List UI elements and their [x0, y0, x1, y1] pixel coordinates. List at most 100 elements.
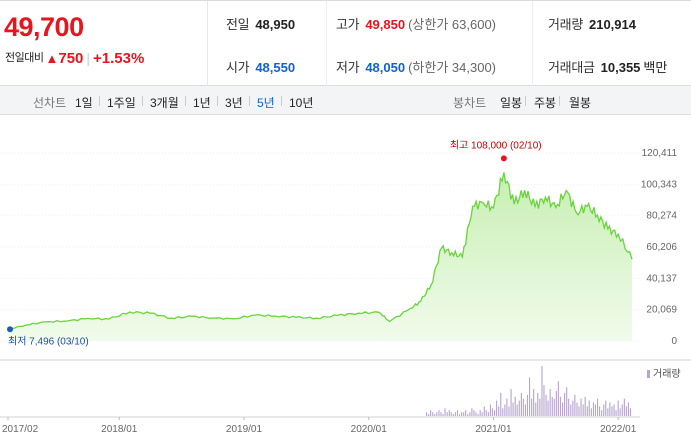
volume-bar [506, 398, 508, 416]
volume-bar [516, 404, 518, 416]
volume-bar [454, 412, 456, 416]
price-chart: 120,411100,34380,27460,20640,13720,0690 … [0, 139, 691, 435]
period-5y-button[interactable]: 5년 [257, 96, 275, 110]
stat-high: 고가 49,850 (상한가 63,600) [336, 14, 496, 33]
toolbar-divider [99, 96, 100, 106]
max-point-marker [500, 155, 507, 162]
volume-bar [500, 392, 502, 416]
current-price-box: 49,700 전일대비 ▲750 | +1.53% [0, 1, 208, 87]
min-point-marker [7, 326, 13, 333]
stat-open: 시가 48,550 [226, 57, 295, 76]
volume-bar [555, 391, 557, 416]
volume-bar [469, 412, 471, 416]
volume-bar [512, 402, 514, 416]
stat-label: 고가 [336, 17, 360, 32]
volume-bar [570, 404, 572, 416]
volume-bar [539, 398, 541, 416]
volume-bar [524, 404, 527, 416]
volume-bar [599, 406, 601, 416]
stat-trade-amount: 거래대금 10,355 백만 [548, 57, 667, 76]
volume-legend-swatch [647, 370, 650, 378]
period-1y-button[interactable]: 1년 [193, 96, 211, 110]
y-tick-label: 20,069 [646, 305, 677, 316]
volume-bar [625, 406, 627, 416]
x-axis-labels: 2017/02 2018/01 2019/01 2020/01 2021/01 2022/… [2, 417, 637, 435]
volume-bar [483, 406, 485, 416]
y-tick-label: 80,274 [646, 211, 677, 222]
volume-bar [450, 412, 452, 416]
candle-daily-button[interactable]: 일봉 [500, 96, 523, 110]
volume-bar [627, 402, 630, 416]
candle-chart-label: 봉차트 [453, 96, 487, 110]
stat-prev-close: 전일 48,950 [226, 14, 295, 33]
x-tick-label: 2019/01 [226, 424, 263, 435]
volume-bar [574, 394, 576, 416]
volume-bar [504, 404, 506, 416]
period-10y-button[interactable]: 10년 [289, 96, 314, 110]
volume-bar [529, 377, 531, 416]
price-area [8, 172, 632, 341]
volume-bar [572, 400, 574, 416]
volume-bar [477, 414, 479, 416]
period-3m-button[interactable]: 3개월 [150, 96, 179, 110]
lower-limit: (하한가 34,300) [408, 60, 497, 75]
column-divider [532, 1, 533, 87]
stat-label: 거래대금 [548, 60, 595, 75]
volume-bar [601, 410, 603, 416]
volume-bar [629, 408, 632, 416]
stat-value: 210,914 [588, 17, 636, 32]
volume-bar [456, 410, 459, 416]
volume-bar [448, 410, 450, 416]
x-tick-label: 2018/01 [101, 424, 138, 435]
volume-bar [562, 402, 564, 416]
volume-bar [436, 412, 438, 416]
line-chart-label: 선차트 [33, 96, 67, 110]
volume-bar [494, 410, 496, 416]
y-tick-label: 100,343 [641, 179, 678, 190]
volume-bar [597, 398, 599, 416]
price-summary: 49,700 전일대비 ▲750 | +1.53% 전일 48,950 고가 49,850… [0, 0, 691, 87]
volume-bar [498, 406, 500, 416]
candle-monthly-button[interactable]: 월봉 [569, 96, 592, 110]
volume-bar [522, 398, 524, 416]
volume-bar [432, 412, 434, 416]
volume-bar [545, 394, 547, 416]
volume-bar [531, 398, 533, 416]
volume-bar [619, 408, 621, 416]
toolbar-divider [281, 96, 282, 106]
volume-bar [465, 410, 467, 416]
chart-toolbar: 선차트 1일 1주일 3개월 1년 3년 5년 10년 봉차트 일봉 주봉 월봉 [0, 86, 691, 115]
volume-bar [502, 408, 504, 416]
stat-value: 10,355 [600, 60, 641, 75]
volume-bar [566, 387, 568, 416]
volume-bar [479, 410, 481, 416]
period-1d-button[interactable]: 1일 [75, 96, 93, 110]
volume-bar [609, 402, 611, 416]
price-change: 전일대비 ▲750 | +1.53% [5, 49, 144, 67]
current-price: 49,700 [4, 12, 84, 42]
candle-weekly-button[interactable]: 주봉 [534, 96, 557, 110]
volume-bar [607, 408, 609, 416]
price-line [7, 172, 633, 330]
volume-bar [549, 389, 551, 416]
stat-value: 48,050 [365, 60, 406, 75]
max-annotation: 최고 108,000 (02/10) [450, 139, 542, 151]
stat-low: 저가 48,050 (하한가 34,300) [336, 57, 496, 76]
volume-bar [428, 414, 430, 416]
volume-bar [446, 412, 448, 416]
volume-bar [440, 412, 442, 416]
toolbar-divider [559, 96, 560, 106]
volume-bar [444, 408, 446, 416]
volume-bar [485, 410, 487, 416]
stat-unit: 백만 [643, 60, 668, 75]
volume-bar [491, 408, 494, 416]
change-label: 전일대비 [5, 52, 44, 64]
change-divider: | [86, 50, 91, 66]
y-tick-label: 0 [671, 336, 677, 347]
toolbar-divider [142, 96, 143, 106]
period-1w-button[interactable]: 1주일 [107, 96, 136, 110]
volume-bar [603, 404, 605, 416]
volume-bar [481, 412, 483, 416]
period-3y-button[interactable]: 3년 [225, 96, 243, 110]
